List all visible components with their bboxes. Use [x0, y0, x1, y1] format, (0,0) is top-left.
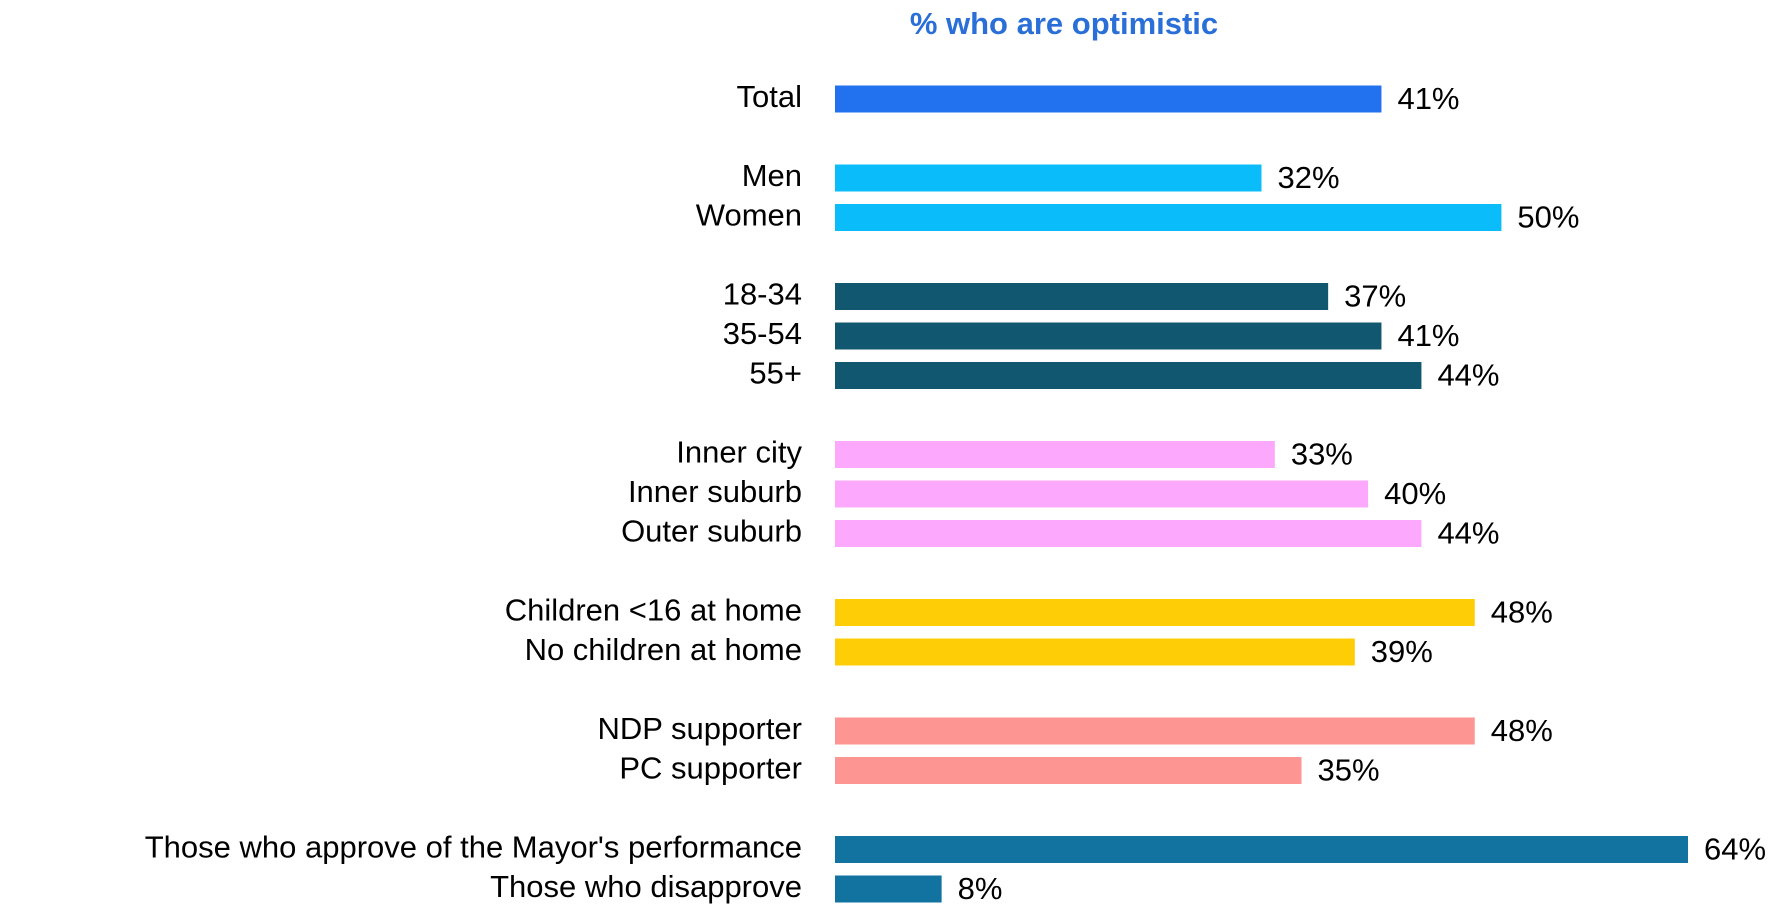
- bar: [835, 836, 1688, 863]
- category-label: Inner city: [676, 435, 802, 470]
- bar: [835, 717, 1475, 745]
- value-label: 41%: [1397, 81, 1459, 116]
- category-label: 55+: [749, 356, 802, 391]
- value-label: 37%: [1344, 279, 1406, 314]
- value-label: 39%: [1371, 634, 1433, 669]
- value-label: 44%: [1437, 358, 1499, 393]
- bar: [835, 283, 1329, 310]
- value-label: 40%: [1384, 476, 1446, 511]
- category-label: Men: [742, 158, 802, 193]
- value-label: 44%: [1437, 516, 1499, 551]
- value-label: 32%: [1278, 160, 1340, 195]
- bar: [835, 85, 1382, 113]
- chart-title: % who are optimistic: [910, 6, 1218, 41]
- category-label: 35-54: [723, 316, 802, 351]
- category-label: PC supporter: [619, 751, 802, 786]
- value-label: 48%: [1491, 713, 1553, 748]
- bar: [835, 875, 942, 903]
- bar: [835, 757, 1302, 784]
- category-label: No children at home: [525, 632, 802, 667]
- bar: [835, 204, 1502, 231]
- bar: [835, 441, 1275, 468]
- category-label: Outer suburb: [621, 514, 802, 549]
- value-label: 33%: [1291, 437, 1353, 472]
- category-label: Children <16 at home: [505, 593, 802, 628]
- category-label: Total: [737, 79, 802, 114]
- category-label: Those who approve of the Mayor's perform…: [145, 830, 802, 865]
- category-label: Inner suburb: [628, 474, 802, 509]
- category-label: Women: [696, 198, 802, 233]
- bar: [835, 362, 1422, 389]
- bar: [835, 599, 1475, 626]
- value-label: 35%: [1317, 753, 1379, 788]
- value-label: 41%: [1397, 318, 1459, 353]
- category-label: NDP supporter: [598, 711, 802, 746]
- bar: [835, 322, 1382, 350]
- bar: [835, 480, 1369, 508]
- bar: [835, 164, 1262, 192]
- category-label: 18-34: [723, 277, 802, 312]
- value-label: 48%: [1491, 595, 1553, 630]
- bar: [835, 520, 1422, 547]
- category-label: Those who disapprove: [490, 869, 802, 904]
- value-label: 64%: [1704, 832, 1766, 867]
- bar: [835, 638, 1355, 666]
- value-label: 8%: [958, 871, 1003, 906]
- value-label: 50%: [1517, 200, 1579, 235]
